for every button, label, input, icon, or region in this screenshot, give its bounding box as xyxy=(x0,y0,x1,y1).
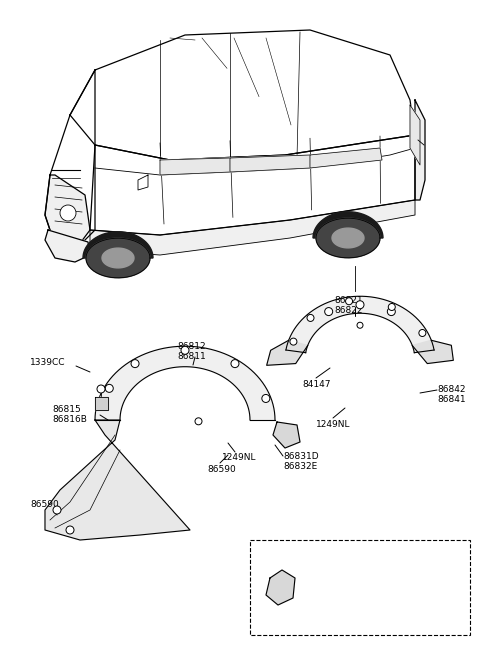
Polygon shape xyxy=(45,175,90,250)
Polygon shape xyxy=(267,340,308,365)
Polygon shape xyxy=(273,422,300,448)
Circle shape xyxy=(307,314,314,321)
Text: 86821
86822: 86821 86822 xyxy=(334,296,362,316)
Polygon shape xyxy=(45,70,95,250)
Circle shape xyxy=(131,359,139,367)
Polygon shape xyxy=(83,232,153,258)
Polygon shape xyxy=(266,570,295,605)
Polygon shape xyxy=(310,148,382,168)
Circle shape xyxy=(105,384,113,392)
Text: 86842
86841: 86842 86841 xyxy=(437,385,466,404)
Polygon shape xyxy=(313,212,383,238)
Circle shape xyxy=(262,394,270,403)
Polygon shape xyxy=(86,238,150,277)
Polygon shape xyxy=(230,155,310,172)
Polygon shape xyxy=(332,228,364,248)
Text: 86812
86811: 86812 86811 xyxy=(177,342,206,361)
Polygon shape xyxy=(410,105,420,165)
Text: 84147: 84147 xyxy=(302,380,331,389)
Circle shape xyxy=(290,338,297,345)
Polygon shape xyxy=(95,397,108,410)
Polygon shape xyxy=(160,158,230,175)
Polygon shape xyxy=(95,346,275,420)
Text: 86831D
86832E: 86831D 86832E xyxy=(310,582,346,602)
Circle shape xyxy=(60,205,76,221)
Polygon shape xyxy=(415,100,425,200)
Text: 86831D
86832E: 86831D 86832E xyxy=(283,452,319,472)
Circle shape xyxy=(53,506,61,514)
Polygon shape xyxy=(90,135,415,235)
Polygon shape xyxy=(70,30,415,160)
Polygon shape xyxy=(45,420,190,540)
Polygon shape xyxy=(138,175,148,190)
Polygon shape xyxy=(412,340,453,363)
Circle shape xyxy=(66,526,74,534)
Circle shape xyxy=(346,298,352,305)
Text: 1249NL: 1249NL xyxy=(316,420,350,429)
Polygon shape xyxy=(286,297,434,353)
Text: 1249NL: 1249NL xyxy=(222,453,256,462)
Text: 1339CC: 1339CC xyxy=(30,358,65,367)
Circle shape xyxy=(181,346,189,354)
Polygon shape xyxy=(316,218,380,258)
Text: 86590: 86590 xyxy=(30,500,59,509)
Polygon shape xyxy=(90,200,415,255)
Polygon shape xyxy=(45,230,90,262)
Circle shape xyxy=(388,304,395,310)
Polygon shape xyxy=(102,248,134,268)
Circle shape xyxy=(97,385,105,393)
Circle shape xyxy=(324,308,333,316)
Circle shape xyxy=(419,329,426,337)
Circle shape xyxy=(195,418,202,425)
Text: 86590: 86590 xyxy=(207,465,236,474)
Circle shape xyxy=(357,322,363,328)
Circle shape xyxy=(356,300,364,309)
Circle shape xyxy=(387,308,396,316)
Text: 86815
86816B: 86815 86816B xyxy=(52,405,87,424)
Bar xyxy=(250,540,470,635)
Circle shape xyxy=(231,359,239,367)
Text: (SIDE STEP): (SIDE STEP) xyxy=(280,545,333,554)
